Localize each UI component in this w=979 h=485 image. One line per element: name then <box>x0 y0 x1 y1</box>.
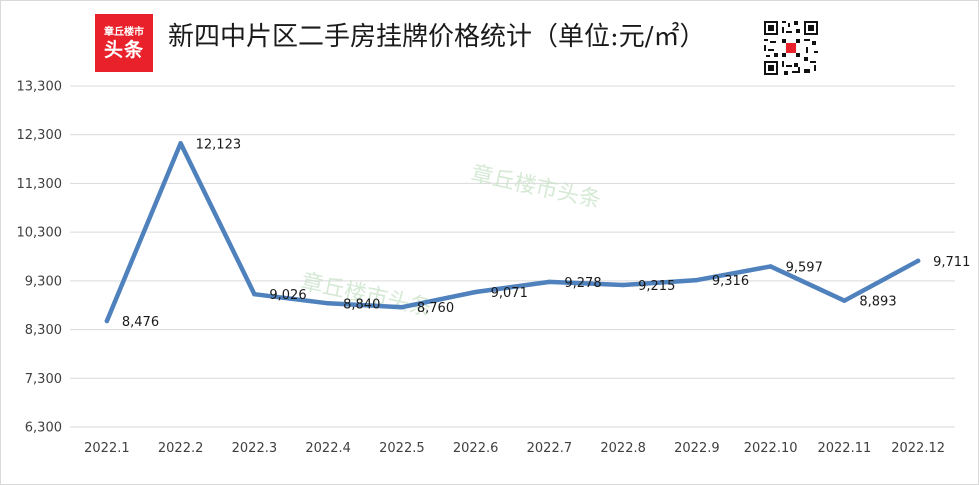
chart-title: 新四中片区二手房挂牌价格统计（单位:元/㎡） <box>168 22 706 52</box>
x-tick-label: 2022.8 <box>600 441 646 456</box>
y-tick-label: 12,300 <box>17 128 63 143</box>
x-tick-label: 2022.4 <box>305 441 351 456</box>
x-tick-label: 2022.12 <box>891 441 945 456</box>
brand-logo: 章丘楼市 头条 <box>95 14 153 72</box>
x-tick-label: 2022.2 <box>158 441 204 456</box>
data-label: 9,711 <box>933 255 970 270</box>
data-point <box>620 282 626 288</box>
data-label: 9,597 <box>786 260 823 275</box>
y-axis-tick-labels: 6,300 7,300 8,300 9,300 10,300 11,300 12,300 13… <box>17 80 63 436</box>
x-tick-label: 2022.9 <box>674 441 720 456</box>
gridlines <box>70 85 955 428</box>
data-label: 9,026 <box>269 288 306 303</box>
y-tick-label: 10,300 <box>17 226 63 241</box>
x-tick-label: 2022.6 <box>453 441 499 456</box>
x-tick-label: 2022.10 <box>744 441 798 456</box>
data-label: 12,123 <box>196 137 242 152</box>
y-tick-label: 7,300 <box>25 372 62 387</box>
x-tick-label: 2022.3 <box>232 441 278 456</box>
data-label: 9,316 <box>712 274 749 289</box>
watermark-text: 章丘楼市头条 <box>299 269 433 321</box>
data-point <box>842 298 847 303</box>
y-tick-label: 11,300 <box>17 177 63 192</box>
x-tick-label: 2022.1 <box>84 441 130 456</box>
data-label: 8,476 <box>122 315 159 330</box>
data-label: 8,760 <box>417 301 454 316</box>
data-label: 8,893 <box>859 295 896 310</box>
x-tick-label: 2022.5 <box>379 441 425 456</box>
logo-text-bottom: 头条 <box>103 38 144 61</box>
series-line <box>104 141 921 324</box>
logo-text-top: 章丘楼市 <box>104 26 144 38</box>
y-tick-label: 13,300 <box>17 80 63 95</box>
data-labels: 8,476 12,123 9,026 8,840 8,760 9,071 9,278 9,21… <box>122 137 970 330</box>
watermark-text: 章丘楼市头条 <box>469 161 603 213</box>
data-point <box>178 141 183 146</box>
series-price <box>104 141 921 324</box>
data-point <box>399 304 405 310</box>
data-point <box>694 277 700 283</box>
data-label: 9,215 <box>638 279 675 294</box>
data-point <box>473 289 478 295</box>
data-label: 9,071 <box>491 286 528 301</box>
data-point <box>104 318 110 324</box>
qr-code-icon <box>762 19 820 77</box>
data-label: 8,840 <box>343 297 380 312</box>
data-point <box>547 279 552 285</box>
x-tick-label: 2022.11 <box>817 441 871 456</box>
data-point <box>768 264 773 269</box>
y-tick-label: 8,300 <box>25 323 62 338</box>
x-axis-tick-labels: 2022.1 2022.2 2022.3 2022.4 2022.5 2022.6 2022… <box>84 441 945 456</box>
data-point <box>325 301 331 306</box>
y-tick-label: 6,300 <box>25 421 62 436</box>
y-tick-label: 9,300 <box>25 274 62 289</box>
data-point <box>915 258 921 264</box>
x-tick-label: 2022.7 <box>527 441 573 456</box>
data-label: 9,278 <box>564 276 601 291</box>
data-point <box>252 292 257 297</box>
